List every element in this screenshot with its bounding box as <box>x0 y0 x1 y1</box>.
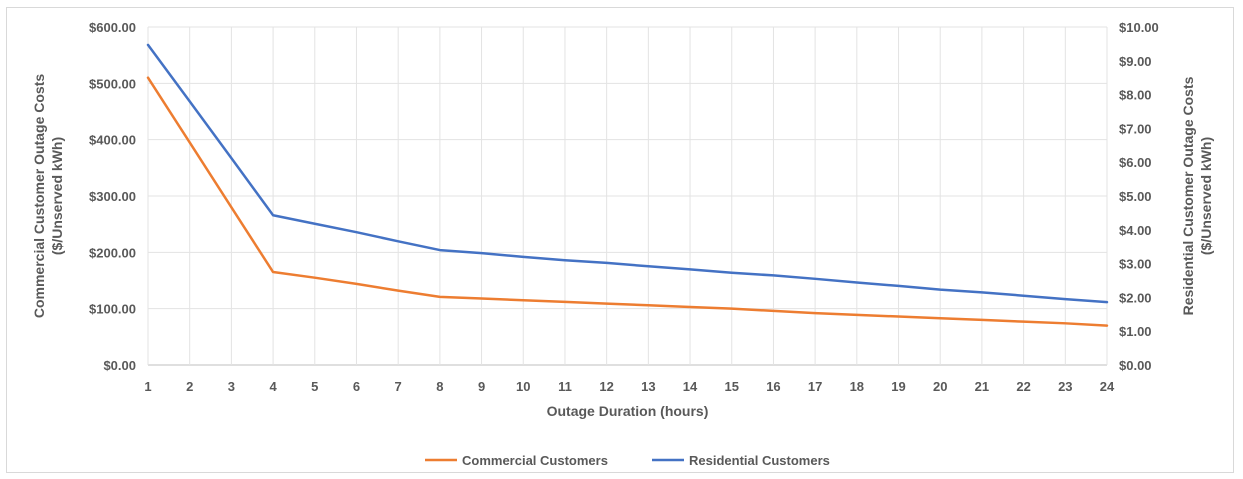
x-tick-label: 18 <box>850 379 864 394</box>
y-tick-label-right: $9.00 <box>1119 54 1152 69</box>
y-tick-label-right: $10.00 <box>1119 20 1159 35</box>
x-tick-label: 22 <box>1016 379 1030 394</box>
x-tick-label: 4 <box>269 379 277 394</box>
y-tick-label-right: $5.00 <box>1119 189 1152 204</box>
grid <box>148 27 1107 365</box>
legend-label: Commercial Customers <box>462 453 608 468</box>
x-tick-label: 13 <box>641 379 655 394</box>
x-tick-label: 15 <box>725 379 739 394</box>
y-tick-label-right: $7.00 <box>1119 121 1152 136</box>
y-tick-label-right: $0.00 <box>1119 358 1152 373</box>
y-tick-label-right: $1.00 <box>1119 324 1152 339</box>
x-tick-label: 6 <box>353 379 360 394</box>
x-tick-label: 16 <box>766 379 780 394</box>
y-tick-label-left: $500.00 <box>89 76 136 91</box>
x-tick-label: 14 <box>683 379 698 394</box>
x-tick-label: 5 <box>311 379 318 394</box>
y-tick-label-right: $2.00 <box>1119 290 1152 305</box>
y-tick-label-left: $200.00 <box>89 245 136 260</box>
x-tick-label: 11 <box>558 379 572 394</box>
series-line <box>148 78 1107 326</box>
y-tick-label-right: $4.00 <box>1119 223 1152 238</box>
legend-label: Residential Customers <box>689 453 830 468</box>
x-tick-label: 1 <box>144 379 151 394</box>
x-tick-label: 3 <box>228 379 235 394</box>
y-tick-label-left: $100.00 <box>89 302 136 317</box>
y-tick-label-left: $300.00 <box>89 189 136 204</box>
y-tick-label-right: $6.00 <box>1119 155 1152 170</box>
x-axis-title: Outage Duration (hours) <box>547 403 709 419</box>
y-tick-label-left: $400.00 <box>89 133 136 148</box>
x-tick-label: 23 <box>1058 379 1072 394</box>
x-tick-label: 9 <box>478 379 485 394</box>
legend: Commercial Customers Residential Customer… <box>425 453 830 468</box>
x-tick-label: 7 <box>395 379 402 394</box>
y-tick-label-left: $0.00 <box>103 358 136 373</box>
x-tick-label: 19 <box>891 379 905 394</box>
ticks: $0.00 $100.00 $200.00 $300.00 $400.00 $500.00… <box>89 20 1159 394</box>
x-tick-label: 20 <box>933 379 947 394</box>
x-tick-label: 17 <box>808 379 822 394</box>
x-tick-label: 12 <box>599 379 613 394</box>
x-tick-label: 2 <box>186 379 193 394</box>
x-tick-label: 24 <box>1100 379 1115 394</box>
y-axis-title-left: Commercial Customer Outage Costs ($/Unser… <box>31 74 65 318</box>
y-axis-title-right: Residential Customer Outage Costs ($/Unse… <box>1180 76 1214 315</box>
x-tick-label: 8 <box>436 379 443 394</box>
y-tick-label-left: $600.00 <box>89 20 136 35</box>
y-tick-label-right: $3.00 <box>1119 257 1152 272</box>
x-tick-label: 21 <box>975 379 989 394</box>
series-layer <box>148 45 1107 326</box>
y-tick-label-right: $8.00 <box>1119 88 1152 103</box>
x-tick-label: 10 <box>516 379 530 394</box>
